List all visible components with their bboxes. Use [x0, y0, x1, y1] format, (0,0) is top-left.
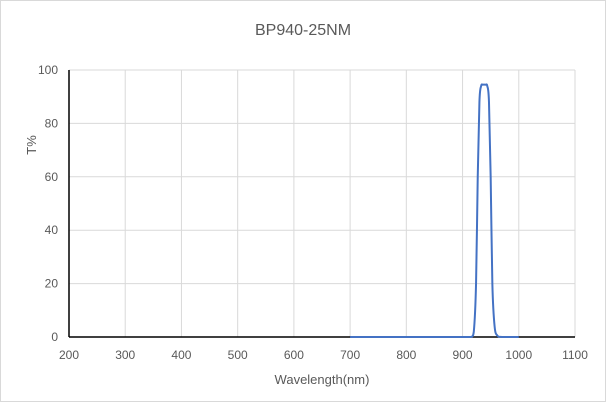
y-tick-label: 80 [45, 116, 59, 130]
x-tick-label: 1100 [562, 348, 588, 362]
y-axis-label: T% [24, 135, 39, 155]
y-tick-label: 20 [45, 277, 59, 291]
x-tick-label: 800 [396, 348, 416, 362]
chart-title: BP940-25NM [254, 22, 352, 39]
x-axis-label: Wavelength(nm) [275, 372, 370, 387]
y-tick-label: 0 [51, 330, 58, 344]
x-tick-label: 200 [59, 348, 79, 362]
y-tick-label: 60 [45, 170, 59, 184]
y-tick-label: 40 [45, 223, 59, 237]
y-tick-label: 100 [38, 63, 58, 77]
x-tick-label: 1000 [505, 348, 532, 362]
tick-labels: 200 300 400 500 600 700 800 900 1000 1100 0 20 40 60 8… [38, 63, 588, 362]
x-tick-label: 300 [115, 348, 135, 362]
x-tick-label: 900 [453, 348, 473, 362]
x-tick-label: 600 [284, 348, 304, 362]
x-tick-label: 500 [228, 348, 248, 362]
x-tick-label: 400 [171, 348, 191, 362]
x-tick-label: 700 [340, 348, 360, 362]
transmission-curve [350, 83, 519, 339]
gridlines [68, 69, 576, 338]
